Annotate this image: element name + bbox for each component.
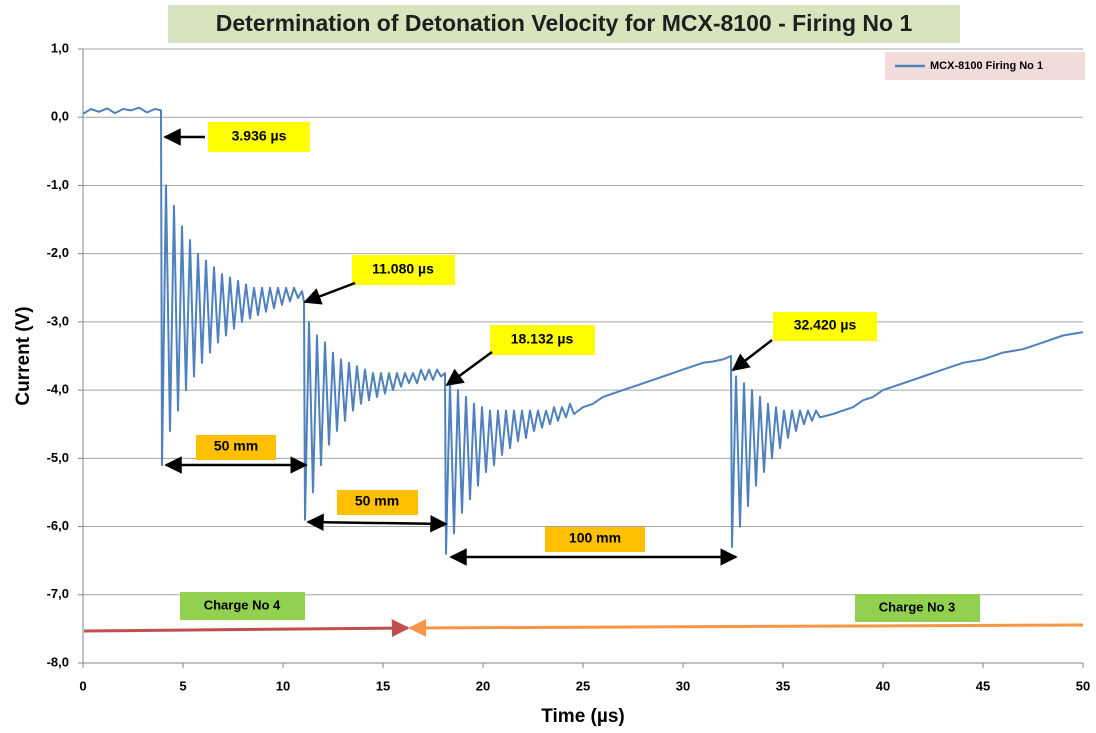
y-tick-label: 0,0 (51, 109, 69, 124)
label-box (855, 594, 980, 622)
grid: -8,0 -7,0 -6,0 -5,0 -4,0 -3,0 -2,0 -1,0 0,0 1,0 0 5… (47, 40, 1091, 693)
x-tick-label: 50 (1076, 678, 1090, 693)
y-tick-label: -5,0 (47, 450, 69, 465)
x-tick-label: 5 (179, 678, 186, 693)
label-box (352, 255, 455, 285)
x-tick-label: 25 (576, 678, 590, 693)
arrow (303, 281, 356, 305)
x-tick-label: 10 (276, 678, 290, 693)
legend: MCX-8100 Firing No 1 (885, 52, 1085, 80)
label-box (490, 325, 595, 355)
title-box (168, 5, 960, 43)
annotations: 3.936 µs 11.080 µs 18.132 µs 32.420 µs 5… (83, 122, 1084, 638)
annotation: 100 mm (569, 530, 621, 546)
label-box (545, 527, 645, 552)
annotation: 32.420 µs (794, 317, 857, 333)
annotation: 18.132 µs (511, 331, 574, 347)
x-tick-label: 30 (676, 678, 690, 693)
label-box (773, 312, 877, 341)
data-line (82, 106, 1084, 555)
plot-area (82, 106, 1084, 555)
x-tick-label: 20 (476, 678, 490, 693)
annotation: Charge No 4 (204, 597, 281, 612)
y-tick-label: -2,0 (47, 245, 69, 260)
legend-label: MCX-8100 Firing No 1 (930, 60, 1043, 72)
y-tick-label: -7,0 (47, 586, 69, 601)
label-box (337, 490, 418, 515)
annotation: 50 mm (355, 493, 399, 509)
x-tick-label: 45 (976, 678, 990, 693)
x-tick-label: 35 (776, 678, 790, 693)
arrow (408, 618, 1084, 637)
annotation: Charge No 3 (879, 599, 956, 614)
y-tick-label: -1,0 (47, 177, 69, 192)
label-box (196, 435, 276, 460)
y-tick-label: 1,0 (51, 40, 69, 55)
y-tick-label: -6,0 (47, 518, 69, 533)
chart-title: Determination of Detonation Velocity for… (216, 10, 913, 36)
x-tick-label: 0 (79, 678, 86, 693)
arrow (306, 513, 448, 533)
arrow (445, 350, 493, 387)
x-tick-label: 40 (876, 678, 890, 693)
annotation: 11.080 µs (372, 261, 434, 277)
label-box (180, 592, 305, 620)
y-tick-label: -3,0 (47, 313, 69, 328)
y-tick-label: -4,0 (47, 382, 69, 397)
annotation: 50 mm (214, 438, 258, 454)
arrow (83, 619, 410, 638)
x-axis-label: Time (µs) (541, 706, 624, 727)
arrow (731, 339, 773, 372)
label-box (208, 122, 310, 152)
x-tick-label: 15 (376, 678, 390, 693)
annotation: 3.936 µs (232, 128, 287, 144)
y-axis-label: Current (V) (13, 306, 34, 405)
y-tick-label: -8,0 (47, 654, 69, 669)
